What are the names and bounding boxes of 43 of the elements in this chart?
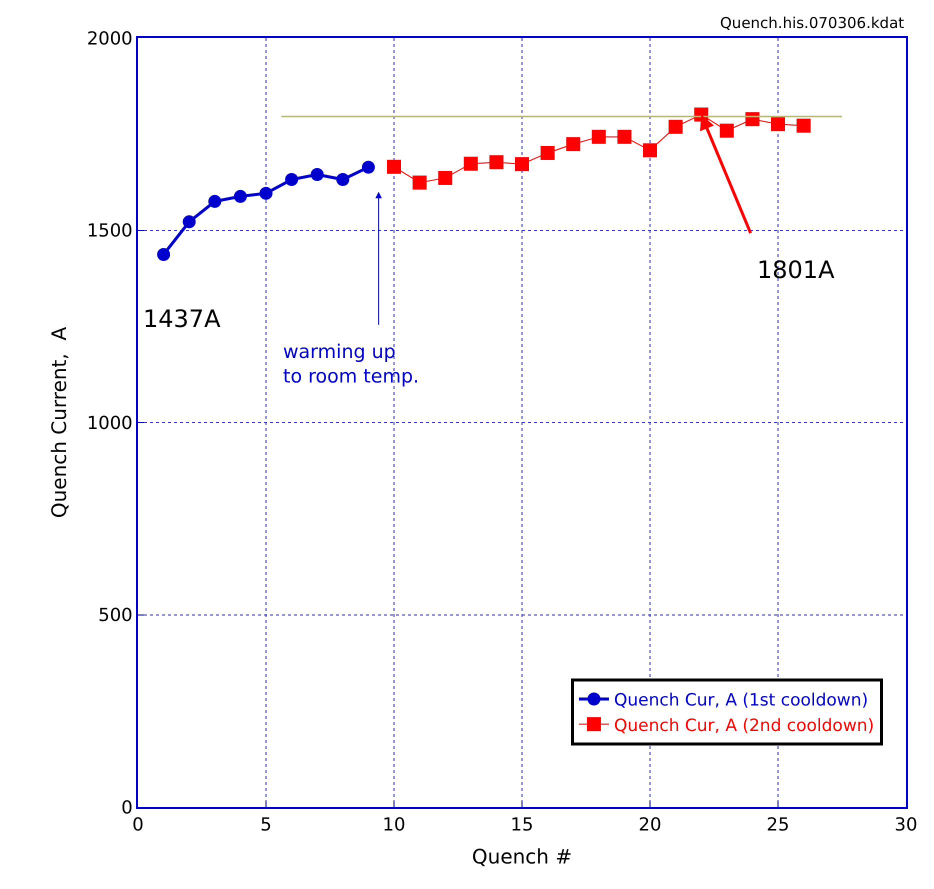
legend-label: Quench Cur, A (1st cooldown): [614, 690, 868, 711]
point: [285, 173, 298, 186]
point: [464, 156, 478, 171]
x-tick-label: 15: [510, 814, 534, 836]
y-tick-label: 500: [98, 605, 133, 626]
x-tick-label: 20: [638, 814, 662, 836]
point: [438, 170, 452, 185]
point: [208, 194, 222, 208]
text: Quench.his.070306.kdat: [720, 14, 904, 32]
point: [796, 118, 811, 133]
y-axis-title: Quench Current, A: [46, 326, 71, 518]
y-tick-label: 1000: [86, 412, 133, 434]
point: [336, 173, 350, 186]
annotation: 1801A: [757, 256, 836, 284]
point: [540, 146, 555, 160]
point: [260, 186, 272, 200]
point: [310, 168, 324, 181]
annotation: 1437A: [143, 305, 222, 333]
x-axis-title: Quench #: [472, 844, 572, 868]
point: [720, 124, 734, 138]
x-tick-label: 10: [382, 814, 406, 836]
point: [412, 176, 427, 190]
x-tick-label: 30: [894, 814, 918, 836]
point: [157, 248, 170, 261]
x-tick-label: 5: [260, 814, 272, 836]
point: [387, 160, 401, 174]
y-tick-label: 0: [121, 797, 133, 818]
point: [234, 190, 247, 203]
point: [182, 215, 196, 228]
point: [566, 137, 580, 152]
point: [489, 155, 504, 170]
point: [771, 117, 785, 132]
legend-label: Quench Cur, A (2nd cooldown): [614, 716, 874, 736]
point: [668, 120, 683, 134]
point: [592, 130, 606, 144]
y-tick-label: 1500: [86, 220, 133, 242]
point: [515, 157, 529, 172]
annotation: warming up to room temp.: [283, 341, 420, 388]
y-tick-label: 2000: [86, 28, 133, 50]
point: [362, 160, 375, 174]
point: [643, 143, 657, 158]
x-tick-label: 25: [766, 814, 790, 836]
point: [617, 130, 632, 144]
